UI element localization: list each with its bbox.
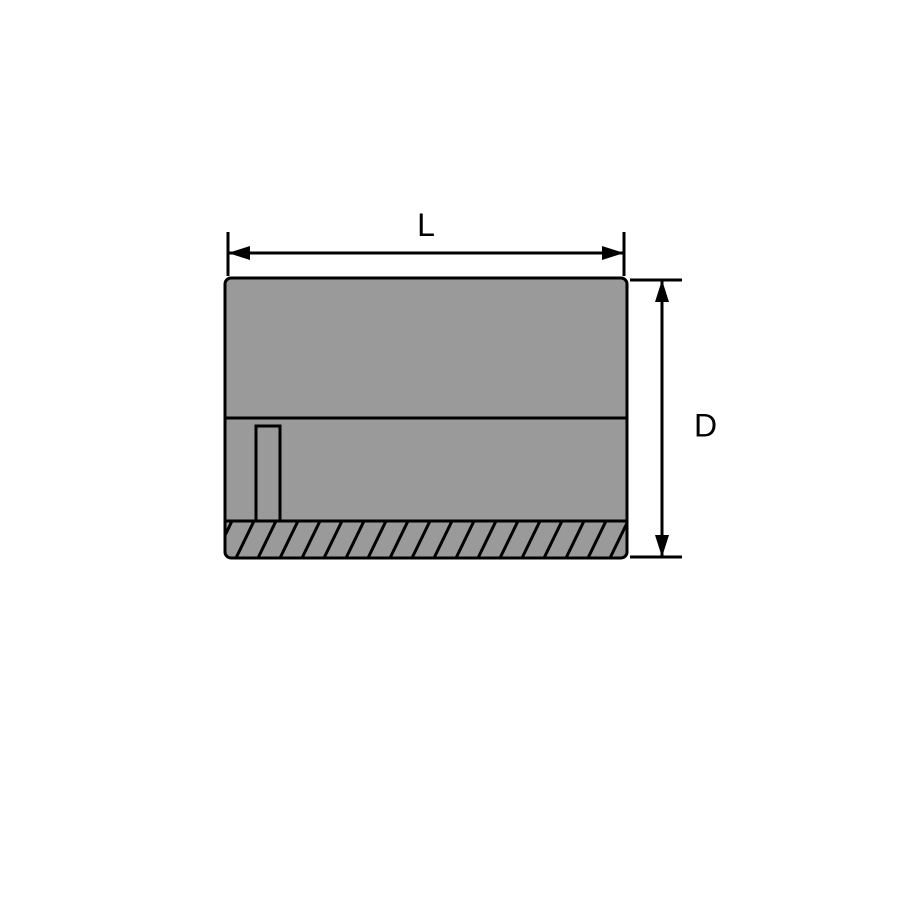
part-body	[170, 278, 650, 558]
dimension-diameter-label: D	[694, 407, 717, 443]
dimension-length: L	[228, 207, 624, 276]
notch	[256, 426, 280, 521]
dimension-diameter: D	[630, 280, 717, 557]
dimension-length-label: L	[417, 207, 435, 243]
